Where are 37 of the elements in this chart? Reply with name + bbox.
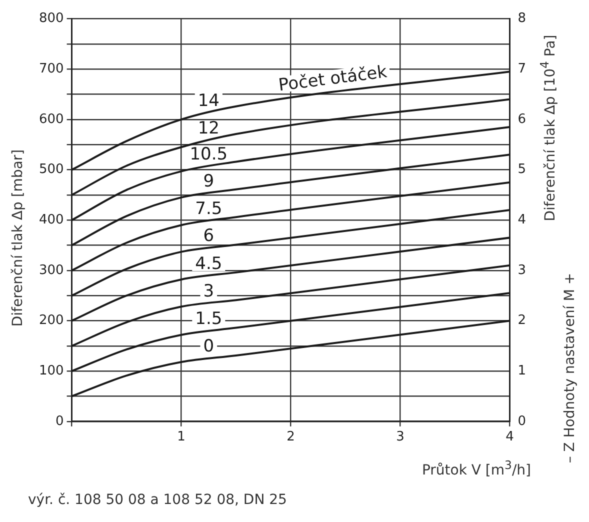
y2-tick-label: 3 — [518, 262, 526, 278]
y-tick-label: 700 — [38, 62, 64, 76]
x-tick-label: 2 — [286, 430, 295, 445]
y2-tick-label: 1 — [518, 363, 526, 378]
series-label: 14 — [198, 90, 220, 111]
series-label: 7.5 — [195, 199, 222, 220]
y2-tick-label: 8 — [518, 11, 526, 26]
y2-tick-label: 0 — [518, 414, 526, 429]
series-label: 12 — [198, 118, 220, 139]
y-tick-label: 200 — [38, 313, 64, 328]
y2-tick-label: 7 — [518, 62, 526, 76]
x-tick-label: 4 — [506, 430, 514, 445]
series-label: 10.5 — [190, 144, 228, 164]
text: výr. č. 108 50 08 a 108 52 08, DN 25 — [28, 492, 287, 508]
y-tick-label: 0 — [56, 414, 64, 429]
y2-tick-label: 6 — [518, 112, 526, 127]
y2-tick-label: 5 — [518, 162, 526, 178]
y2-tick-label: 4 — [518, 212, 526, 228]
annotation: Počet otáček — [277, 62, 388, 96]
y-tick-label: 400 — [38, 212, 64, 228]
text: – Z Hodnoty nastavení M + — [562, 272, 578, 464]
series-label: 3 — [203, 281, 214, 302]
y-tick-label: 300 — [38, 262, 64, 278]
x-axis-title: Průtok V [m$^{3}$/h] — [422, 458, 531, 479]
y-tick-label: 800 — [38, 11, 64, 26]
series-label: 0 — [203, 336, 214, 357]
series-label: 1.5 — [195, 309, 222, 330]
x-tick-label: 3 — [396, 430, 404, 445]
x-tick-label: 1 — [177, 430, 186, 445]
y-axis-title: Diferenční tlak Δp [mbar] — [10, 149, 26, 327]
series-label: 4.5 — [195, 254, 222, 274]
y2-tick-label: 2 — [518, 313, 526, 328]
y-tick-label: 500 — [38, 162, 64, 178]
series-label: 9 — [203, 171, 214, 192]
y-tick-label: 600 — [38, 112, 64, 127]
series-label: 6 — [203, 226, 214, 246]
y-tick-label: 100 — [38, 363, 64, 378]
